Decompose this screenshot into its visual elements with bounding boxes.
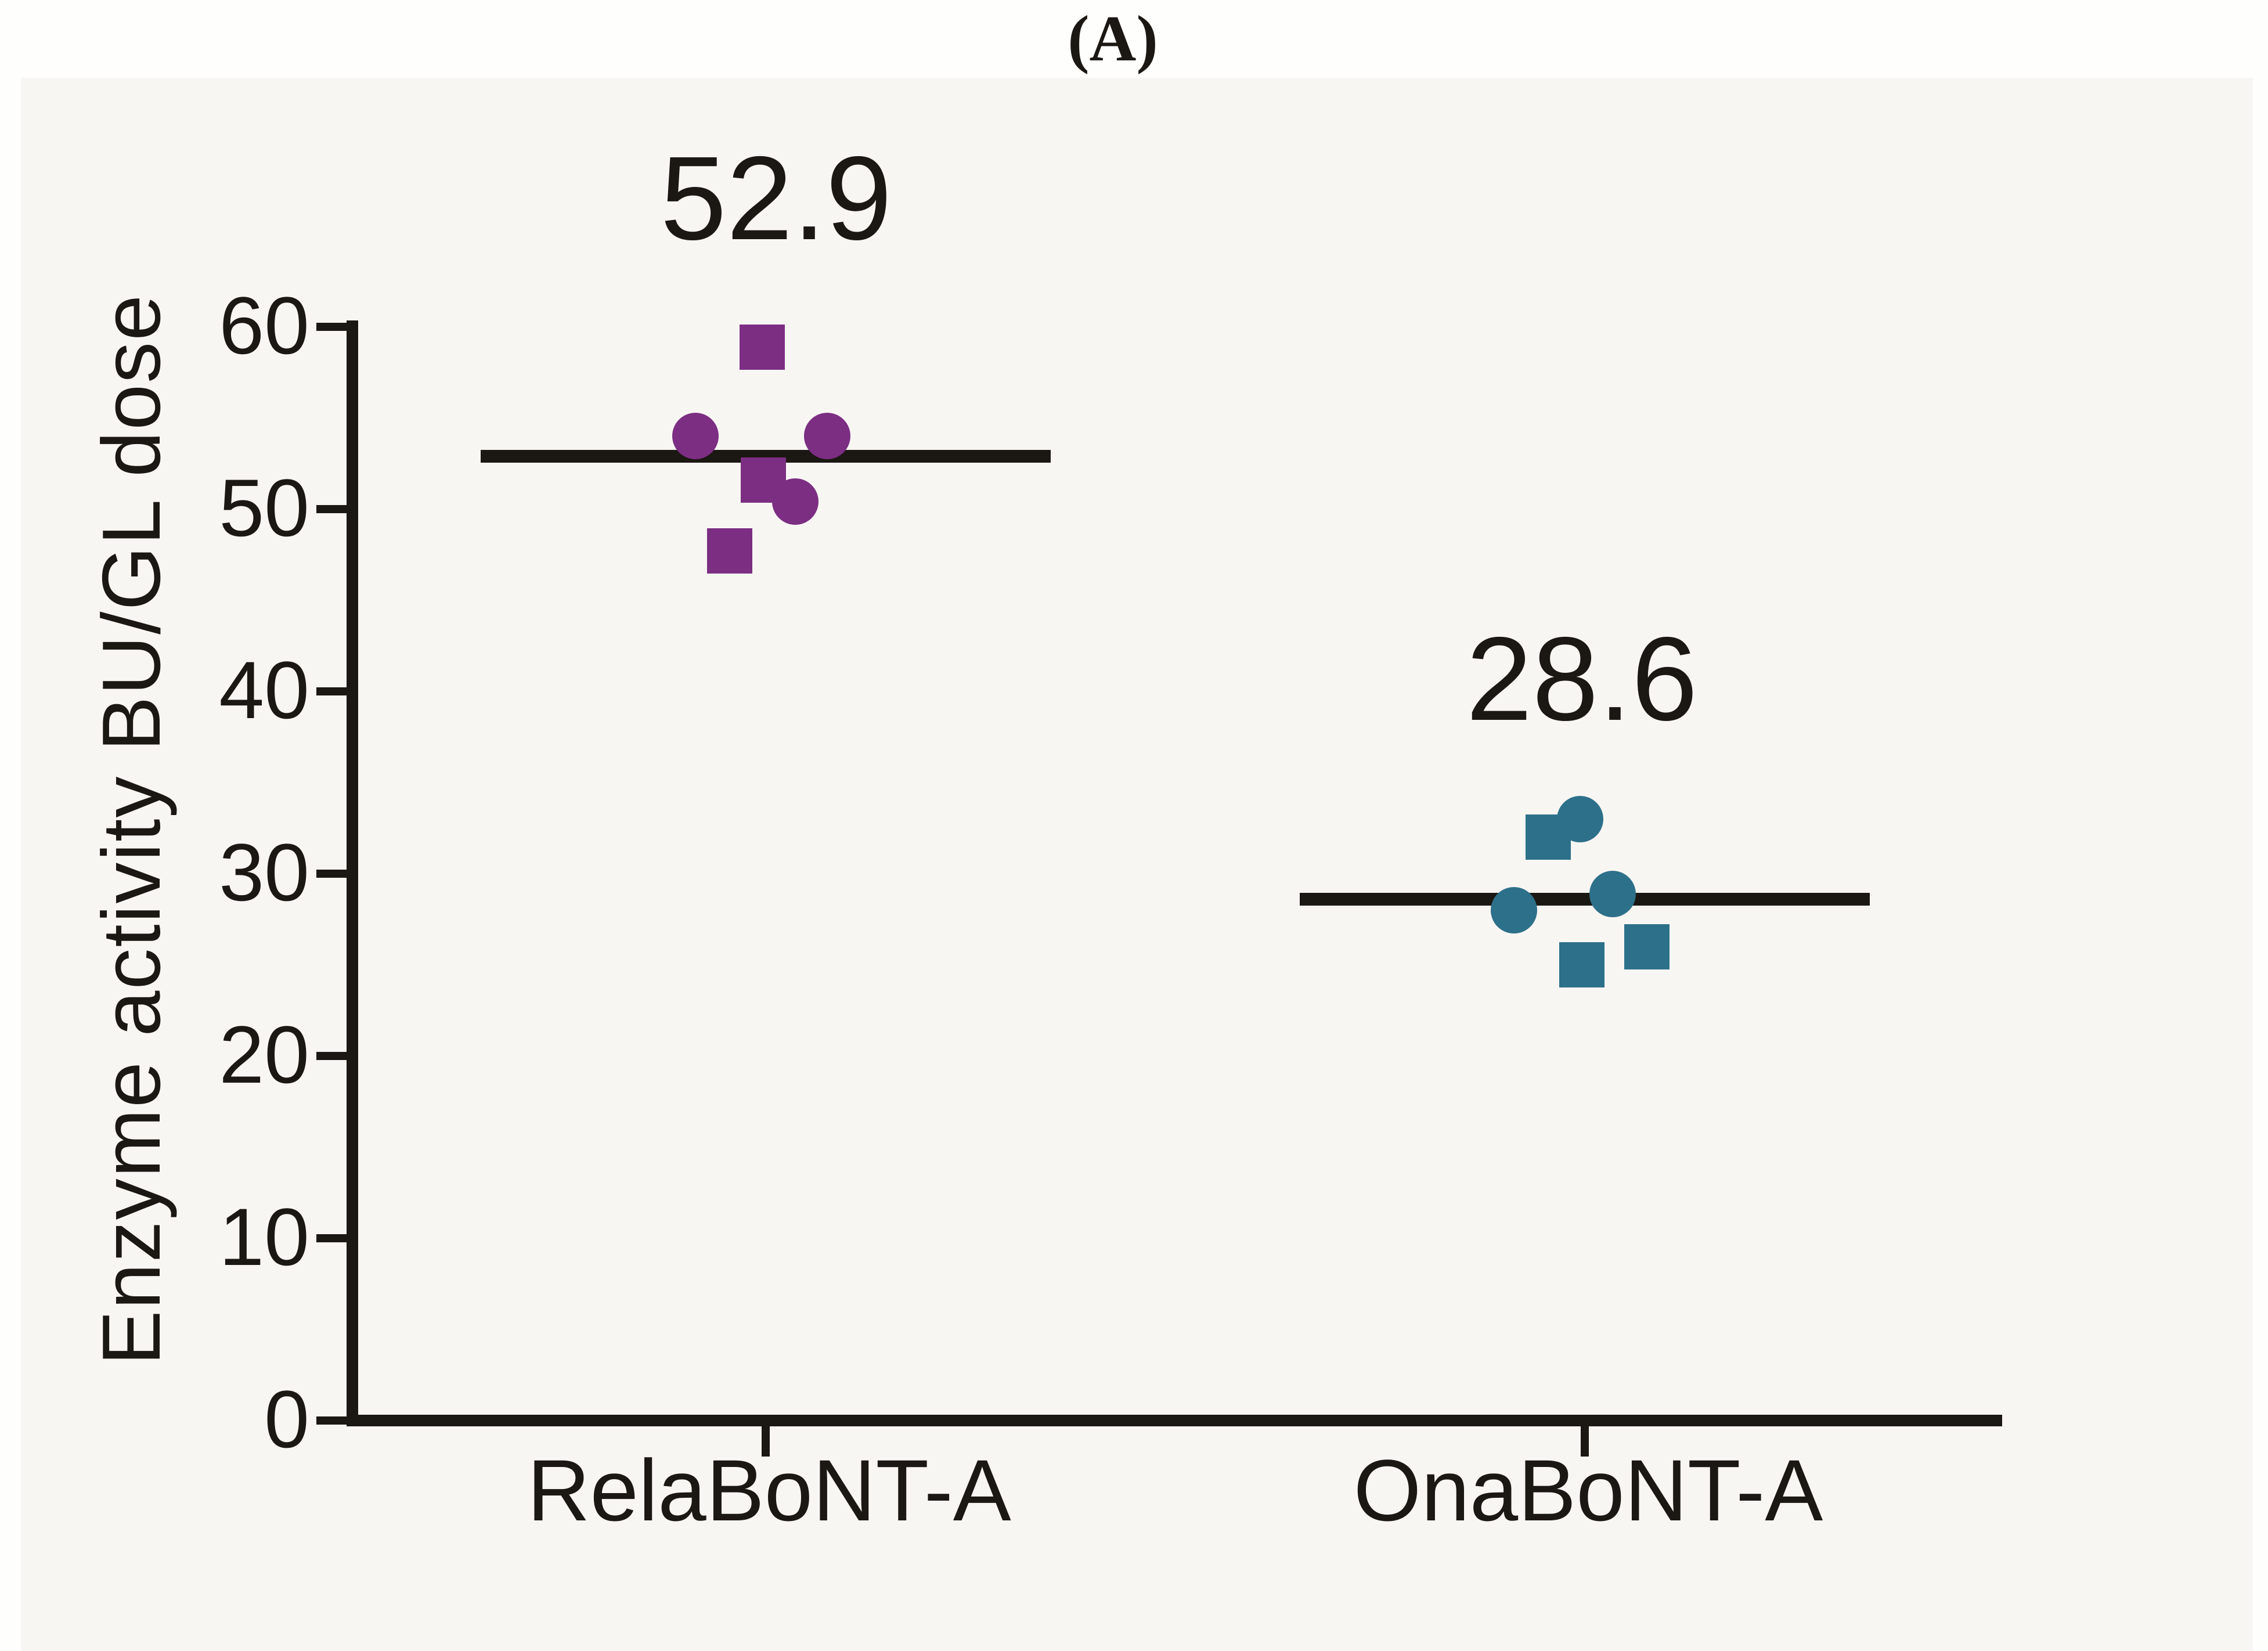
y-tick [316,870,347,878]
y-tick [316,1416,347,1425]
panel-label: (A) [1068,3,1158,75]
y-tick [316,1052,347,1060]
scatter-point-square [1526,814,1571,860]
scatter-point-square [707,528,752,574]
y-tick-label: 50 [219,462,309,553]
mean-value-label: 28.6 [1466,612,1698,745]
mean-value-label: 52.9 [660,132,892,265]
scatter-point-circle [804,413,850,460]
figure-background [21,78,2253,1651]
y-axis-line [347,320,358,1426]
y-tick-label: 0 [264,1374,309,1465]
scatter-point-square [740,324,785,370]
scatter-point-circle [672,413,719,460]
mean-line [1300,892,1870,906]
x-tick [1581,1426,1589,1457]
category-label: OnaBoNT-A [1353,1441,1823,1539]
scatter-point-square [1559,942,1604,987]
y-tick-label: 40 [219,644,309,736]
y-tick-label: 60 [219,280,309,371]
scatter-point-circle [1491,886,1537,933]
category-label: RelaBoNT-A [527,1441,1011,1539]
scatter-point-square [1624,924,1670,969]
mean-line [481,449,1051,463]
y-tick [316,323,347,331]
y-tick-label: 10 [219,1191,309,1282]
y-tick [316,1234,347,1242]
x-tick [762,1426,770,1457]
scatter-point-circle [772,478,819,525]
y-tick-label: 20 [219,1009,309,1100]
y-tick [316,505,347,513]
y-tick [316,687,347,695]
y-tick-label: 30 [219,827,309,918]
x-axis-line [347,1415,2002,1426]
scatter-point-circle [1589,870,1636,917]
